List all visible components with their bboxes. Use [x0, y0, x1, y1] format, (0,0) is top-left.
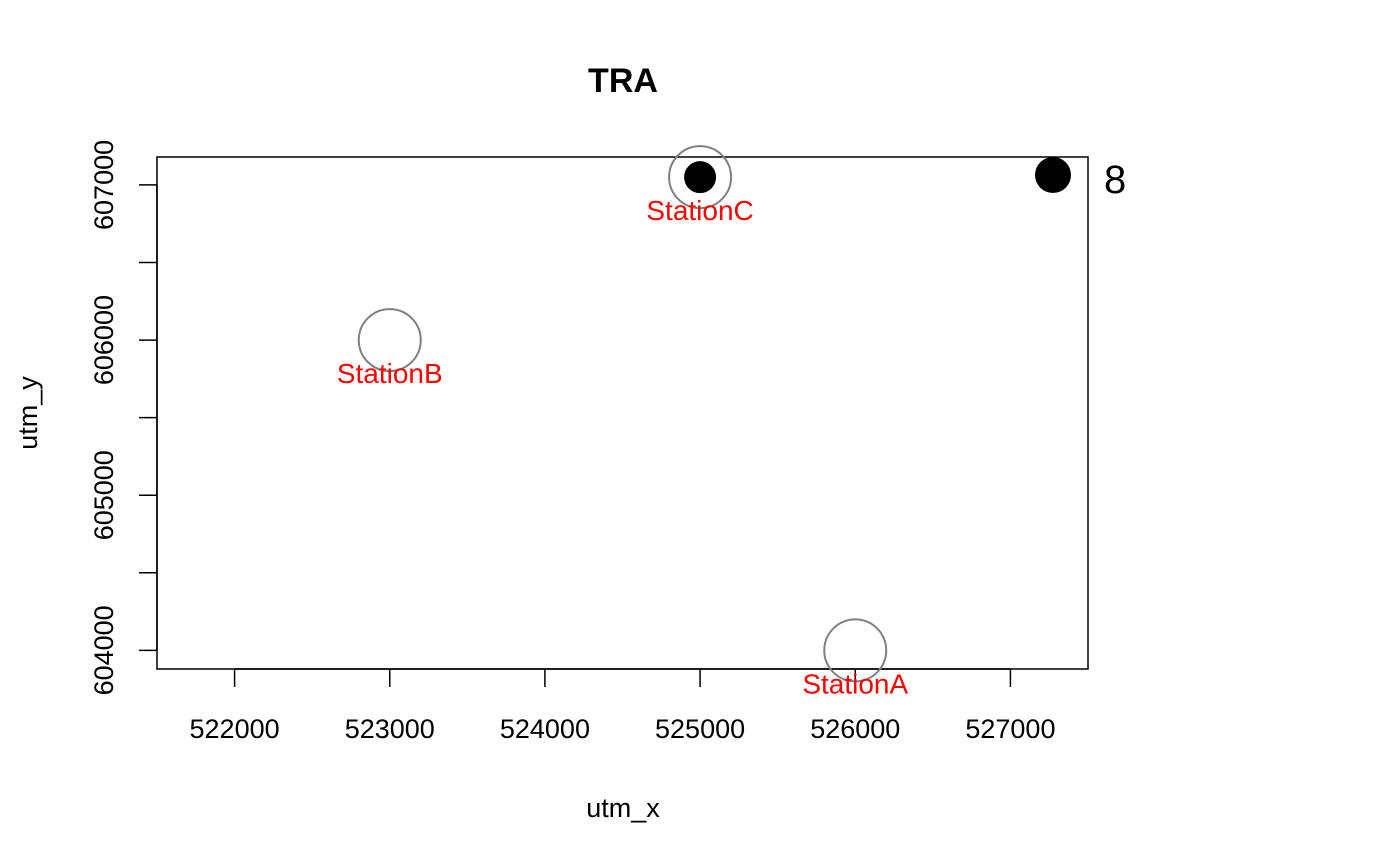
legend-marker: [1035, 157, 1071, 193]
station-marker: [668, 145, 733, 210]
station-marker: [823, 618, 888, 683]
chart-title: TRA: [588, 62, 658, 100]
x-tick-label: 525000: [655, 714, 745, 744]
y-tick-label: 604000: [89, 605, 119, 695]
y-tick-label: 605000: [89, 450, 119, 540]
x-tick-label: 522000: [190, 714, 280, 744]
station-marker: [357, 308, 422, 373]
station-label: StationC: [646, 195, 753, 226]
detection-layer: [684, 161, 717, 194]
y-tick-label: 606000: [89, 295, 119, 385]
legend: 8: [1035, 157, 1126, 202]
legend-label: 8: [1104, 158, 1126, 202]
station-label: StationA: [802, 668, 908, 699]
detection-point: [684, 161, 717, 194]
plot-frame: [156, 156, 1089, 670]
station-label: StationB: [337, 358, 443, 389]
x-tick-label: 523000: [345, 714, 435, 744]
y-tick-label: 607000: [89, 140, 119, 230]
x-axis: 522000 523000 524000 525000 526000 527000: [190, 668, 1055, 744]
x-tick-label: 527000: [965, 714, 1055, 744]
x-tick-label: 524000: [500, 714, 590, 744]
y-axis: 604000 605000 606000 607000: [89, 140, 158, 695]
x-tick-label: 526000: [810, 714, 900, 744]
y-axis-label: utm_y: [13, 376, 43, 450]
x-axis-label: utm_x: [586, 793, 660, 823]
station-layer: StationA StationB StationC: [337, 145, 908, 699]
